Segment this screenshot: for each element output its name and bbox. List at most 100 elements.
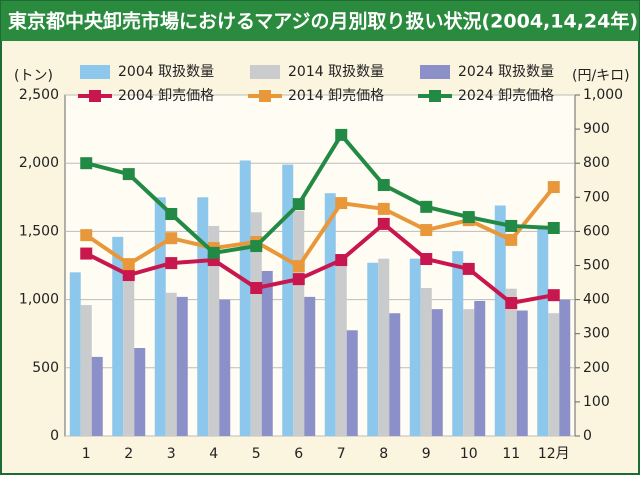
y2-tick-label: 900: [583, 121, 610, 137]
y-tick-label: 0: [50, 428, 59, 444]
marker: [377, 202, 390, 215]
marker: [80, 229, 93, 242]
x-tick-label: 7: [337, 446, 346, 462]
x-tick-label: 5: [252, 446, 261, 462]
x-tick-label: 3: [167, 446, 176, 462]
y2-tick-label: 200: [583, 360, 610, 376]
marker: [547, 221, 560, 234]
y-tick-label: 1,500: [19, 223, 59, 239]
marker: [165, 232, 178, 245]
marker: [335, 128, 348, 141]
y-tick-label: 2,500: [19, 87, 59, 103]
bar: [176, 296, 188, 436]
y2-tick-label: 1,000: [583, 87, 623, 103]
y-label: (トン): [14, 68, 53, 84]
marker: [335, 197, 348, 210]
y2-tick-label: 700: [583, 189, 610, 205]
bar: [324, 193, 336, 436]
marker: [122, 258, 135, 271]
y2-tick-label: 500: [583, 258, 610, 274]
bar: [250, 212, 262, 436]
marker: [420, 200, 433, 213]
legend-swatch: [89, 90, 101, 102]
marker: [165, 257, 178, 270]
bar: [123, 279, 135, 436]
marker: [165, 208, 178, 221]
y-tick-label: 1,000: [19, 292, 59, 308]
marker: [377, 179, 390, 192]
x-tick-label: 9: [422, 446, 431, 462]
bar: [304, 296, 316, 436]
marker: [420, 224, 433, 237]
bar: [494, 205, 506, 436]
marker: [505, 233, 518, 246]
bar: [69, 272, 81, 436]
bar: [208, 225, 220, 436]
marker: [292, 198, 305, 211]
bar: [134, 348, 146, 436]
marker: [250, 240, 263, 253]
marker: [377, 217, 390, 230]
y2-label: (円/キロ): [572, 68, 630, 84]
price-line: [85, 131, 554, 256]
bar: [452, 251, 464, 436]
marker: [335, 254, 348, 267]
legend-label: 2014 卸売価格: [288, 88, 384, 104]
marker: [547, 289, 560, 302]
legend-label: 2004 取扱数量: [118, 64, 214, 80]
y-tick-label: 2,000: [19, 155, 59, 171]
bar: [548, 313, 560, 436]
marker: [292, 273, 305, 286]
legend-swatch: [429, 90, 441, 102]
price-line: [85, 185, 556, 269]
bar: [197, 197, 209, 436]
bar: [537, 228, 549, 436]
marker: [122, 168, 135, 181]
bar: [505, 288, 517, 436]
title-bar: [1, 1, 639, 41]
marker: [505, 297, 518, 310]
bar: [516, 310, 528, 436]
y2-tick-label: 300: [583, 326, 610, 342]
bar: [431, 309, 443, 436]
bar: [420, 288, 432, 436]
chart-title: 東京都中央卸売市場におけるマアジの月別取り扱い状況(2004,14,24年): [8, 10, 638, 33]
bar: [559, 299, 571, 436]
x-tick-label: 12月: [538, 446, 570, 462]
marker: [80, 247, 93, 260]
bar: [389, 313, 401, 436]
bar: [346, 330, 358, 436]
marker: [250, 282, 263, 295]
legend-label: 2024 取扱数量: [458, 64, 554, 80]
bar: [378, 258, 390, 436]
bar: [474, 300, 486, 436]
bar: [367, 262, 379, 436]
legend-label: 2004 卸売価格: [118, 88, 214, 104]
x-tick-label: 8: [379, 446, 388, 462]
marker: [462, 262, 475, 275]
bar: [239, 160, 251, 437]
y2-tick-label: 800: [583, 155, 610, 171]
x-tick-label: 4: [209, 446, 218, 462]
y2-tick-label: 600: [583, 223, 610, 239]
legend-swatch: [250, 65, 280, 79]
y-tick-label: 500: [32, 360, 59, 376]
marker: [462, 211, 475, 224]
bar: [335, 258, 347, 436]
bar: [165, 292, 177, 436]
y2-tick-label: 100: [583, 394, 610, 410]
bar: [409, 258, 421, 436]
x-tick-label: 6: [294, 446, 303, 462]
bar: [282, 164, 294, 436]
legend-label: 2024 卸売価格: [458, 88, 554, 104]
marker: [292, 260, 305, 273]
y2-tick-label: 400: [583, 292, 610, 308]
bar: [154, 197, 166, 436]
legend-swatch: [80, 65, 110, 79]
bar: [80, 305, 92, 436]
marker: [547, 181, 560, 194]
marker: [80, 157, 93, 170]
marker: [420, 253, 433, 266]
marker: [207, 246, 220, 259]
